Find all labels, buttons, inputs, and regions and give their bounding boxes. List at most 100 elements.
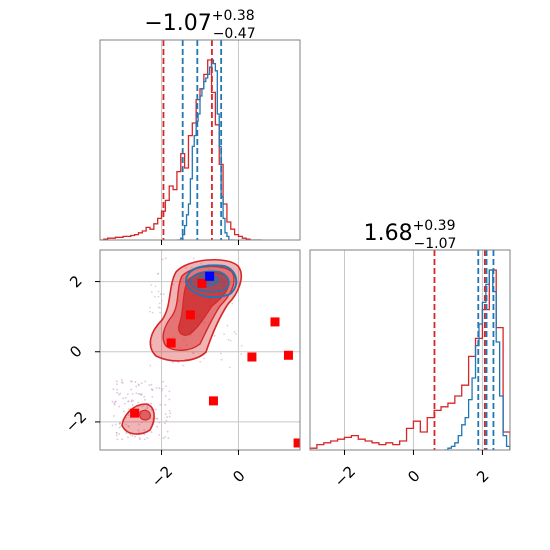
hist-y-grid xyxy=(343,250,483,450)
sample-point xyxy=(116,388,119,391)
sample-point xyxy=(120,379,123,381)
sample-point xyxy=(146,405,149,408)
sample-point xyxy=(127,414,130,417)
sample-point xyxy=(113,402,116,405)
red-square-marker xyxy=(283,350,293,360)
sample-point xyxy=(127,400,130,403)
hist-x-ticks xyxy=(161,240,239,245)
sample-point xyxy=(164,413,167,416)
sample-point xyxy=(220,352,222,355)
contour-xtick-label: 0 xyxy=(229,467,248,486)
sample-point xyxy=(167,437,170,440)
contour-xtick-label: −2 xyxy=(148,462,176,490)
sample-point xyxy=(158,387,161,390)
sample-point xyxy=(135,385,138,388)
sample-point xyxy=(111,400,114,403)
hist-x-panel xyxy=(99,39,301,245)
hist-y-ticks: −2 0 2 xyxy=(331,450,493,491)
red-square-marker xyxy=(270,317,280,327)
sample-point xyxy=(124,402,126,405)
sample-point xyxy=(143,395,146,398)
sample-point xyxy=(157,290,160,293)
sample-point xyxy=(160,389,163,392)
red-square-marker xyxy=(293,438,300,448)
sample-point xyxy=(229,366,231,369)
sample-point xyxy=(223,333,226,336)
sample-point xyxy=(156,426,158,428)
hist-x-title-upper-error: +0.38 xyxy=(212,8,255,24)
sample-point xyxy=(177,299,180,302)
sample-point xyxy=(165,385,167,388)
red-square-marker xyxy=(185,310,195,320)
hist-y-title-lower-error: −1.07 xyxy=(413,236,456,252)
sample-point xyxy=(119,421,121,424)
sample-point xyxy=(119,392,122,395)
sample-point xyxy=(233,331,236,333)
hist-y-xtick-label: −2 xyxy=(331,462,359,490)
sample-point xyxy=(192,352,195,355)
sample-point xyxy=(127,425,130,427)
sample-point xyxy=(164,257,167,260)
sample-point xyxy=(172,283,175,286)
sample-point xyxy=(159,293,162,295)
sample-point xyxy=(137,393,140,395)
sample-point xyxy=(131,393,134,395)
sample-point xyxy=(178,346,181,349)
sample-point xyxy=(159,311,162,314)
sample-point xyxy=(114,401,117,404)
hist-x-bars xyxy=(100,59,262,240)
sample-point xyxy=(161,387,164,390)
sample-point xyxy=(143,428,146,431)
hist-x-background xyxy=(100,40,300,240)
sample-point xyxy=(121,438,124,441)
sample-point xyxy=(237,282,240,285)
sample-point xyxy=(146,407,149,410)
sample-point xyxy=(143,398,146,401)
sample-point xyxy=(168,415,171,418)
sample-point xyxy=(114,423,117,426)
sample-point xyxy=(126,393,129,396)
sample-point xyxy=(231,302,234,305)
sample-point xyxy=(144,380,147,383)
sample-point xyxy=(151,389,154,392)
red-square-marker xyxy=(247,352,257,362)
sample-point xyxy=(229,339,232,342)
contour-ytick-label: 2 xyxy=(66,272,85,291)
sample-point xyxy=(240,353,243,356)
sample-point xyxy=(227,338,230,341)
sample-point xyxy=(158,302,161,305)
red-contour-island-inner xyxy=(139,409,151,421)
sample-point xyxy=(156,272,159,275)
hist-x-title-lower-error: −0.47 xyxy=(213,26,256,42)
sample-point xyxy=(138,431,141,434)
sample-point xyxy=(220,358,223,361)
sample-point xyxy=(144,408,147,411)
sample-point xyxy=(166,430,169,433)
sample-point xyxy=(116,391,119,394)
sample-point xyxy=(123,410,125,413)
sample-point xyxy=(192,257,195,260)
sample-point xyxy=(155,417,158,420)
sample-point xyxy=(140,394,142,396)
hist-y-title: 1.68+0.39 −1.07 xyxy=(364,218,457,252)
contour-ytick-label: −2 xyxy=(62,408,90,436)
sample-point xyxy=(150,431,153,434)
hist-y-title-value: 1.68 xyxy=(364,221,413,246)
sample-point xyxy=(162,380,164,383)
sample-point xyxy=(154,285,157,288)
sample-point xyxy=(164,404,167,406)
sample-point xyxy=(122,397,125,400)
hist-x-title-value: −1.07 xyxy=(144,11,211,36)
sample-point xyxy=(162,437,165,440)
sample-point xyxy=(137,429,140,432)
sample-point xyxy=(141,405,144,408)
sample-point xyxy=(150,383,153,386)
sample-point xyxy=(116,383,118,386)
hist-y-quantile-lines xyxy=(433,250,495,450)
red-square-marker xyxy=(130,408,140,418)
sample-point xyxy=(150,284,153,286)
sample-point xyxy=(112,415,115,417)
hist-x-quantile-lines xyxy=(162,40,223,240)
sample-point xyxy=(166,416,169,419)
